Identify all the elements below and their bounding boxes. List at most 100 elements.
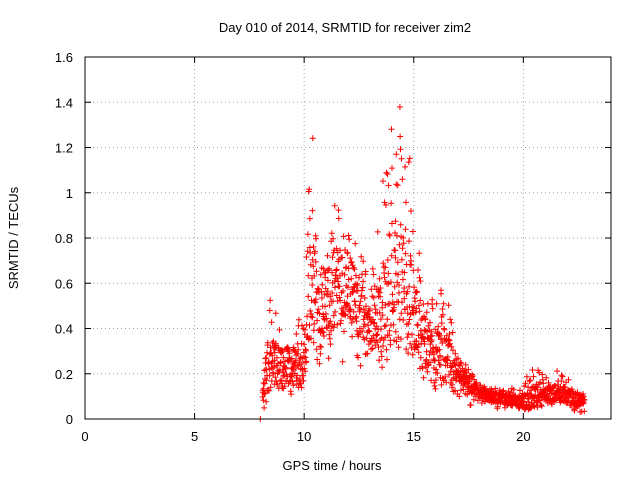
data-point [360,316,367,323]
data-point [334,321,341,328]
data-point [398,155,405,162]
data-point [400,234,407,241]
data-point [350,288,356,295]
data-point [263,398,270,405]
data-point [351,266,358,273]
y-tick-label: 0 [66,412,73,427]
data-point [393,151,400,158]
data-point [431,382,438,389]
data-point [399,176,406,183]
data-point [409,351,416,358]
data-point [360,278,367,285]
data-point [414,288,421,295]
data-point [398,256,405,263]
data-point [392,247,399,254]
data-point [316,360,323,367]
data-point [375,344,382,351]
data-point [341,271,348,278]
y-tick-label: 1.4 [55,95,73,110]
data-point [350,308,357,315]
data-point [437,354,443,360]
data-point [288,355,295,362]
data-point [377,326,384,333]
data-point [394,182,401,189]
data-point [362,268,369,275]
data-point [294,372,301,379]
data-point [303,254,310,260]
data-point [308,311,315,317]
data-point [326,335,333,342]
data-point [306,244,313,251]
data-point [400,240,407,247]
data-point [537,397,543,404]
data-point [530,373,537,380]
data-point [529,367,536,373]
data-point [339,358,346,365]
data-point [382,202,389,208]
data-point [372,306,379,313]
y-tick-label: 0.8 [55,231,73,246]
data-point [377,293,384,300]
data-point [348,259,355,265]
data-point [421,341,428,347]
data-point [395,271,402,278]
data-point [444,353,451,360]
data-point [397,221,404,228]
data-point [419,365,426,372]
data-point [500,387,507,394]
data-point [423,348,430,355]
data-point [333,245,340,252]
data-point [471,376,478,383]
data-point [538,403,545,410]
data-point [446,331,453,337]
data-point [273,354,280,361]
data-point [436,332,443,339]
data-point [434,370,441,377]
data-point [393,338,400,345]
data-point [328,327,334,334]
data-point [379,364,386,371]
data-point [303,358,310,365]
data-point [301,365,308,372]
data-point [417,278,424,285]
data-point [311,272,318,279]
data-point [448,364,455,371]
data-point [303,347,310,354]
data-point [266,307,273,314]
data-point [366,328,373,335]
data-point [273,340,279,347]
data-point [300,377,307,384]
data-point [312,299,319,306]
data-point [294,362,301,369]
data-point [278,346,285,353]
data-point [386,232,393,239]
y-axis-label: SRMTID / TECUs [6,186,21,289]
y-tick-label: 1 [66,186,73,201]
data-point [327,341,334,348]
data-point [329,269,335,276]
data-point [297,376,303,383]
data-point [267,384,274,391]
data-point [416,250,423,257]
data-point [479,395,486,402]
data-point [295,316,302,323]
data-point [406,155,413,162]
data-point [319,281,326,288]
data-point [377,285,384,291]
data-point [326,302,333,309]
data-point [358,287,365,294]
data-point [380,178,386,185]
data-point [371,283,378,290]
data-point [474,397,481,404]
data-point [429,296,436,303]
data-point [333,266,340,273]
data-point [369,265,376,272]
x-tick-label: 15 [407,429,421,444]
data-point [448,343,455,350]
data-point [332,308,339,315]
data-point [440,300,447,307]
data-point [310,263,317,270]
data-point [320,333,327,339]
data-point [431,351,437,358]
